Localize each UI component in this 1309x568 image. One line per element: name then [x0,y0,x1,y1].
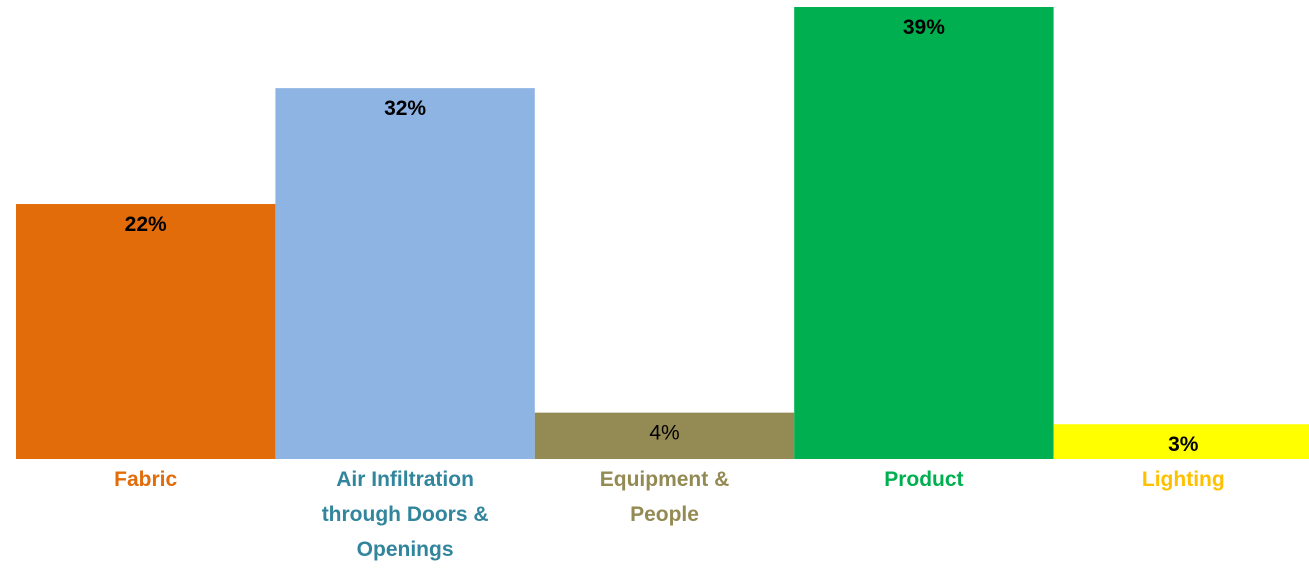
bar-2 [534,412,795,459]
category-label-line: People [630,503,699,526]
data-label-0: 22% [125,213,167,236]
category-label-4: Lighting [1142,468,1225,491]
category-label-line: Lighting [1142,468,1225,491]
bar-3 [794,7,1054,459]
category-label-3: Product [884,468,963,491]
category-label-line: Equipment & [600,468,730,491]
category-label-2: Equipment & People [600,468,730,526]
category-label-line: Openings [357,538,454,561]
bar-0 [16,204,276,459]
category-label-0: Fabric [114,468,177,491]
category-label-1: Air Infiltration through Doors & Openings [322,468,489,561]
data-label-2: 4% [649,422,679,445]
category-label-line: Product [884,468,963,491]
category-label-line: through Doors & [322,503,489,526]
data-label-4: 3% [1168,433,1199,456]
category-label-line: Air Infiltration [336,468,474,491]
data-label-3: 39% [903,16,945,39]
bars-group [16,7,1309,459]
value-labels-group: 22% 32% 4% 39% 3% [125,16,1199,456]
bar-4 [1053,424,1309,459]
category-labels-group: Fabric Air Infiltration through Doors & Ope… [114,468,1225,561]
data-label-1: 32% [384,97,426,120]
bar-1 [275,88,535,459]
category-label-line: Fabric [114,468,177,491]
